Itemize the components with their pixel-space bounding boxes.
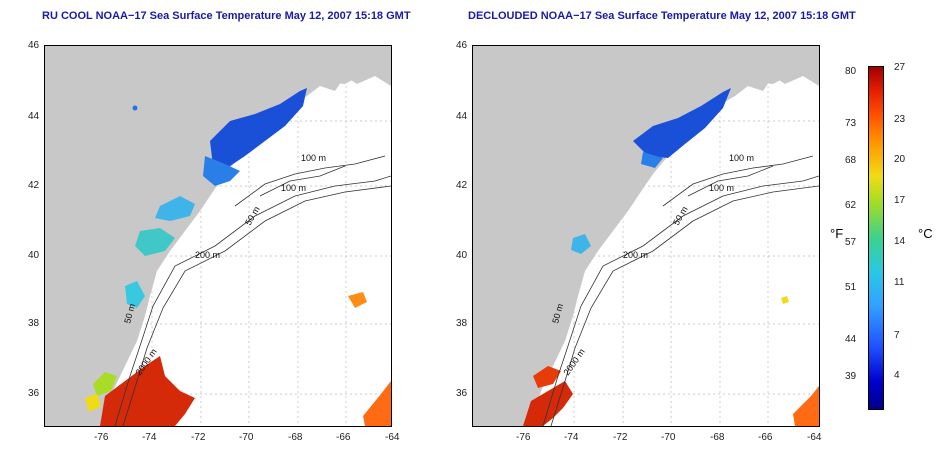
left-y-tick-40: 40 [28, 250, 40, 261]
left-x-tick-66: -66 [336, 432, 351, 443]
left-x-tick-70: -70 [239, 432, 254, 443]
colorbar-f-tick-68: 68 [845, 155, 857, 166]
isobath-label-200m: 200 m [623, 250, 648, 260]
left-map-title: RU COOL NOAA−17 Sea Surface Temperature … [42, 10, 411, 22]
left-y-tick-46: 46 [28, 40, 40, 51]
colorbar-unit-celsius: °C [918, 226, 933, 241]
warm-water-region [523, 296, 819, 426]
colorbar-c-tick-14: 14 [894, 236, 906, 247]
colorbar-f-tick-57: 57 [845, 237, 857, 248]
isobath-contours [114, 155, 391, 426]
colorbar-c-tick-27: 27 [894, 62, 906, 73]
cold-water-region [571, 88, 731, 254]
isobath-label-50m-a: 50 m [671, 205, 690, 227]
colorbar-c-tick-7: 7 [894, 330, 900, 341]
right-map-title: DECLOUDED NOAA−17 Sea Surface Temperatur… [468, 10, 856, 22]
left-x-tick-72: -72 [191, 432, 206, 443]
isobath-label-100m-b: 100 m [281, 183, 306, 193]
right-x-tick-72: -72 [613, 432, 628, 443]
colorbar-c-tick-11: 11 [894, 277, 905, 288]
right-x-tick-68: -68 [710, 432, 725, 443]
colorbar-f-tick-80: 80 [845, 66, 857, 77]
land-mass [45, 46, 391, 426]
colorbar-f-tick-39: 39 [845, 371, 857, 382]
colorbar-f-tick-44: 44 [845, 334, 857, 345]
land-mass [473, 46, 819, 426]
right-x-tick-76: -76 [516, 432, 531, 443]
left-y-tick-42: 42 [28, 180, 40, 191]
left-x-tick-68: -68 [288, 432, 303, 443]
temperature-colorbar [868, 66, 884, 410]
colorbar-f-tick-73: 73 [845, 118, 857, 129]
cold-water-region [125, 88, 307, 308]
isobath-label-100m-a: 100 m [729, 153, 754, 163]
left-y-tick-38: 38 [28, 318, 40, 329]
colorbar-c-tick-23: 23 [894, 114, 906, 125]
right-x-tick-74: -74 [564, 432, 579, 443]
right-y-tick-46: 46 [456, 40, 468, 51]
warm-water-region [85, 292, 391, 426]
right-x-tick-66: -66 [758, 432, 773, 443]
left-x-tick-76: -76 [94, 432, 109, 443]
left-sst-map[interactable]: 100 m 100 m 50 m 200 m 50 m 2000 m [44, 45, 392, 427]
right-x-tick-70: -70 [661, 432, 676, 443]
right-y-tick-42: 42 [456, 180, 468, 191]
colorbar-c-tick-4: 4 [894, 370, 900, 381]
left-y-tick-44: 44 [28, 111, 40, 122]
colorbar-unit-fahrenheit: °F [830, 226, 844, 241]
right-y-tick-40: 40 [456, 250, 468, 261]
left-x-tick-74: -74 [142, 432, 157, 443]
colorbar-c-tick-20: 20 [894, 154, 906, 165]
left-map-canvas: 100 m 100 m 50 m 200 m 50 m 2000 m [45, 46, 391, 426]
right-y-tick-36: 36 [456, 388, 468, 399]
left-x-tick-64: -64 [385, 432, 400, 443]
isobath-label-100m-b: 100 m [709, 183, 734, 193]
left-y-tick-36: 36 [28, 388, 40, 399]
colorbar-f-tick-51: 51 [845, 282, 857, 293]
isobath-label-50m-a: 50 m [243, 205, 262, 227]
right-x-tick-64: -64 [807, 432, 822, 443]
right-sst-map[interactable]: 100 m 100 m 50 m 200 m 50 m 2000 m [472, 45, 820, 427]
isobath-label-200m: 200 m [195, 250, 220, 260]
colorbar-f-tick-62: 62 [845, 200, 857, 211]
right-y-tick-44: 44 [456, 111, 468, 122]
right-y-tick-38: 38 [456, 318, 468, 329]
colorbar-c-tick-17: 17 [894, 195, 906, 206]
isobath-label-100m-a: 100 m [301, 153, 326, 163]
isobath-contours [542, 155, 819, 426]
right-map-canvas: 100 m 100 m 50 m 200 m 50 m 2000 m [473, 46, 819, 426]
